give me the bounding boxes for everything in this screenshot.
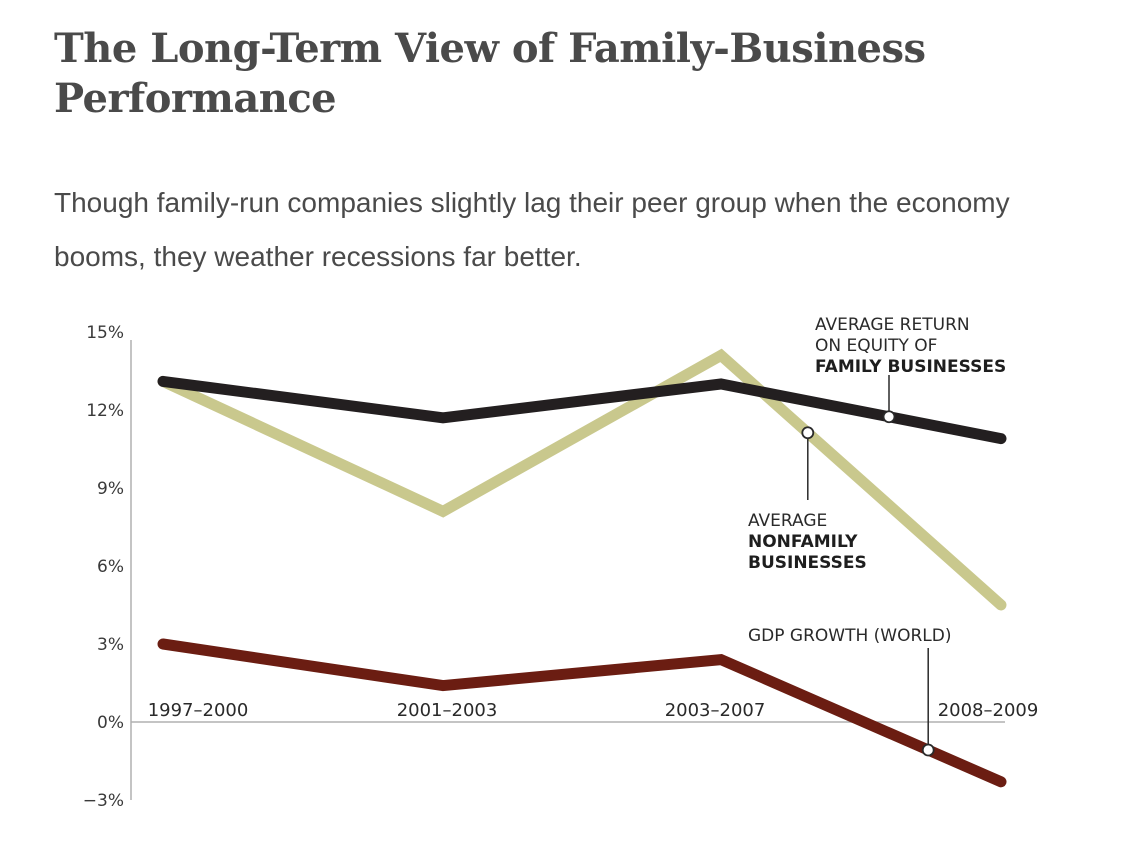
- family-annotation-label-line: AVERAGE RETURN: [815, 315, 970, 335]
- family-annotation-label-line: FAMILY BUSINESSES: [815, 357, 1006, 377]
- y-tick-label: 0%: [97, 713, 124, 733]
- nonfamily-annotation-label-line: BUSINESSES: [748, 553, 867, 573]
- y-tick-label: 3%: [97, 635, 124, 655]
- family-annotation-marker: [882, 410, 896, 424]
- y-tick-label: 9%: [97, 479, 124, 499]
- series-line-gdp-growth: [157, 638, 1007, 788]
- gdp-annotation-label-line: GDP GROWTH (WORLD): [748, 626, 952, 646]
- x-category-label: 2003–2007: [665, 700, 766, 721]
- nonfamily-annotation-label-line: AVERAGE: [748, 511, 827, 531]
- y-tick-label: 12%: [86, 401, 124, 421]
- x-category-label: 2008–2009: [938, 700, 1039, 721]
- y-tick-label: −3%: [83, 791, 124, 811]
- series-line-nonfamily-businesses: [157, 348, 1007, 611]
- page-subtitle: Though family-run companies slightly lag…: [54, 187, 1010, 272]
- y-tick-label: 15%: [86, 323, 124, 343]
- series-line-family-businesses: [157, 375, 1007, 445]
- page-title: The Long-Term View of Family-Business Pe…: [54, 25, 926, 122]
- nonfamily-annotation-marker: [801, 426, 815, 440]
- x-category-label: 2001–2003: [397, 700, 498, 721]
- family-annotation-label-line: ON EQUITY OF: [815, 336, 937, 356]
- lines-layer: [157, 348, 1007, 788]
- y-tick-label: 6%: [97, 557, 124, 577]
- gdp-annotation-marker: [921, 743, 935, 757]
- x-category-label: 1997–2000: [148, 700, 249, 721]
- nonfamily-annotation-label-line: NONFAMILY: [748, 532, 858, 552]
